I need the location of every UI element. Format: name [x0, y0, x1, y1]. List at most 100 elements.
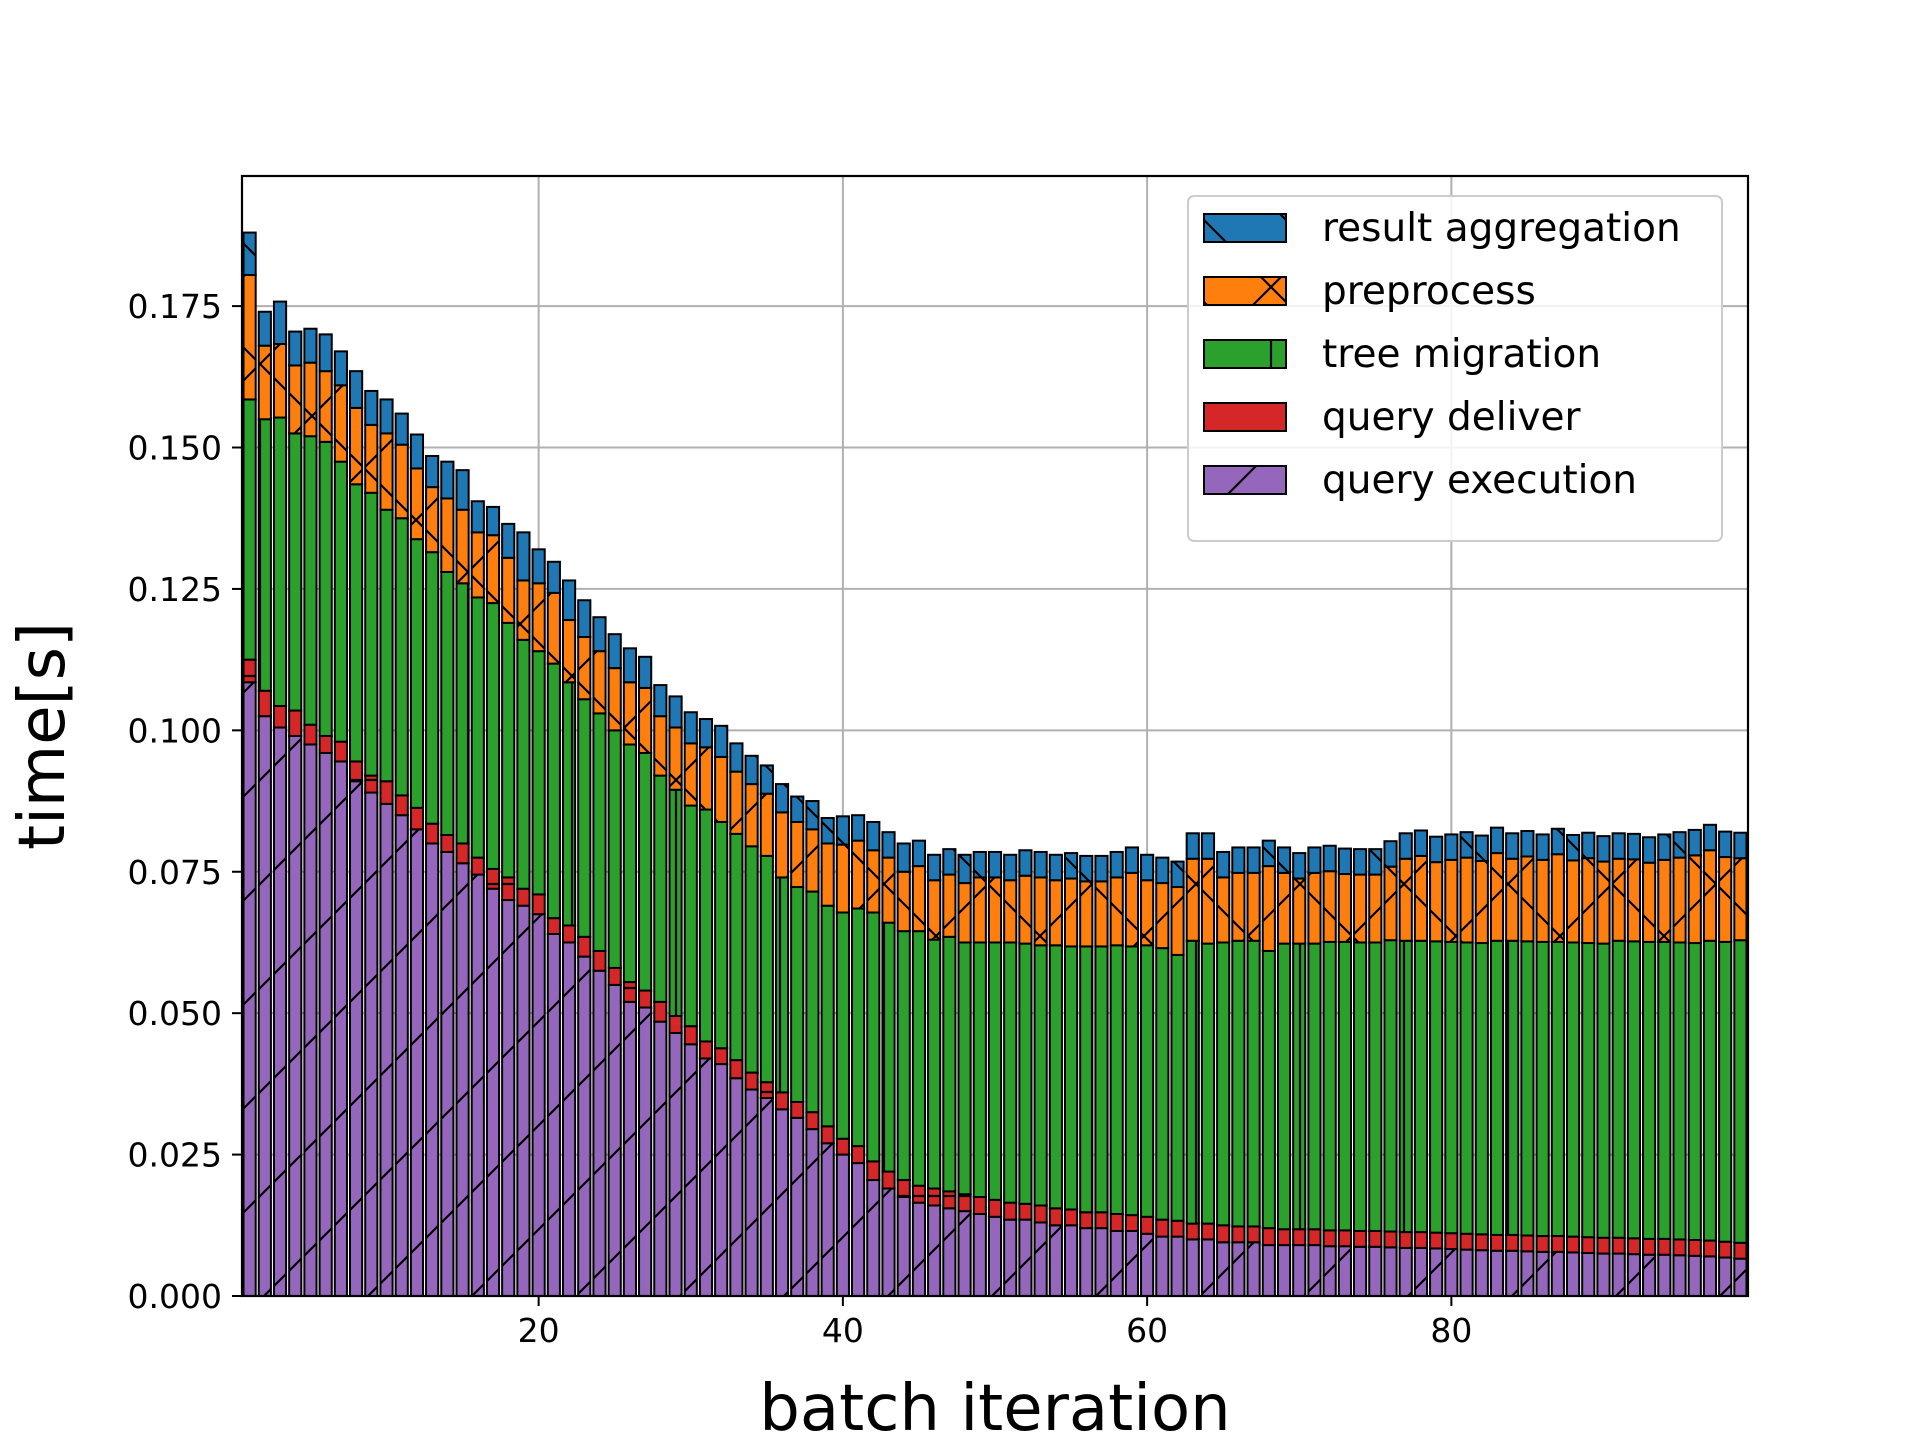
bar-query-deliver: [1505, 1233, 1520, 1252]
bar-tree-migration: [1733, 939, 1748, 1244]
bar-query-deliver: [1033, 1204, 1048, 1224]
bar-preprocess: [668, 726, 683, 791]
bar-result-aggregation: [364, 389, 379, 426]
bar-result-aggregation: [1018, 849, 1033, 877]
bar-tree-migration: [1094, 945, 1109, 1214]
bar-preprocess: [288, 364, 303, 435]
bar-query-execution: [927, 1204, 942, 1298]
bar-query-execution: [638, 1006, 653, 1297]
bar-query-execution: [577, 955, 592, 1298]
bar-query-execution: [851, 1162, 866, 1297]
bar-query-execution: [729, 1077, 744, 1297]
bar-preprocess: [1444, 858, 1459, 943]
bar-query-execution: [516, 904, 531, 1297]
bar-preprocess: [1063, 877, 1079, 948]
bar-query-deliver: [516, 887, 531, 907]
bar-preprocess: [546, 591, 561, 665]
bar-query-execution: [987, 1215, 1003, 1298]
bar-tree-migration: [653, 774, 668, 1003]
bar-preprocess: [470, 531, 485, 599]
bar-query-deliver: [1109, 1212, 1124, 1232]
bar-preprocess: [1413, 854, 1429, 942]
bar-result-aggregation: [835, 815, 850, 846]
bar-preprocess: [638, 686, 653, 754]
legend-box: [1187, 195, 1723, 542]
bar-result-aggregation: [622, 647, 637, 684]
bar-query-execution: [972, 1212, 987, 1298]
bar-query-deliver: [744, 1071, 759, 1091]
bar-preprocess: [1642, 861, 1657, 943]
bar-tree-migration: [987, 941, 1003, 1201]
bar-query-deliver: [1413, 1231, 1429, 1249]
bar-tree-migration: [1368, 941, 1383, 1232]
bar-preprocess: [987, 876, 1003, 944]
y-tick-label: 0.000: [128, 1277, 222, 1316]
legend-label-preprocess: preprocess: [1322, 269, 1536, 314]
bar-result-aggregation: [1033, 850, 1048, 879]
bar-preprocess: [896, 870, 911, 933]
bar-result-aggregation: [1124, 846, 1139, 874]
bar-query-deliver: [638, 989, 653, 1009]
bar-query-deliver: [379, 780, 394, 805]
bar-preprocess: [1292, 877, 1307, 945]
bar-tree-migration: [1216, 941, 1231, 1227]
bar-query-deliver: [820, 1125, 835, 1145]
bar-query-execution: [1702, 1255, 1718, 1298]
bar-query-execution: [1657, 1253, 1672, 1297]
bar-tree-migration: [1200, 942, 1216, 1225]
bar-result-aggregation: [577, 599, 592, 639]
bar-preprocess: [881, 856, 896, 924]
bar-result-aggregation: [455, 469, 470, 511]
bar-result-aggregation: [866, 820, 881, 852]
bar-preprocess: [714, 755, 729, 823]
bar-tree-migration: [1459, 941, 1474, 1235]
bar-query-execution: [288, 735, 303, 1297]
bar-result-aggregation: [318, 333, 333, 373]
bar-tree-migration: [1140, 944, 1155, 1218]
bar-result-aggregation: [851, 814, 866, 842]
bar-query-execution: [455, 862, 470, 1297]
bar-result-aggregation: [683, 711, 698, 745]
bar-query-deliver: [1444, 1232, 1459, 1251]
bar-query-deliver: [1383, 1230, 1398, 1249]
bar-preprocess: [333, 384, 348, 463]
bar-result-aggregation: [1505, 832, 1520, 860]
bar-tree-migration: [333, 460, 348, 743]
bar-tree-migration: [1276, 942, 1292, 1231]
bar-query-deliver: [1322, 1229, 1337, 1248]
bar-tree-migration: [1474, 942, 1489, 1236]
bar-result-aggregation: [1155, 856, 1170, 885]
bar-query-deliver: [1140, 1215, 1155, 1235]
bar-preprocess: [1079, 880, 1094, 948]
bar-preprocess: [835, 843, 850, 914]
bar-preprocess: [1429, 861, 1444, 943]
bar-result-aggregation: [1216, 850, 1231, 879]
bar-result-aggregation: [1718, 830, 1733, 859]
bar-query-execution: [425, 842, 440, 1297]
bar-preprocess: [866, 849, 881, 914]
bar-tree-migration: [1642, 940, 1657, 1240]
bar-result-aggregation: [1140, 853, 1155, 882]
bar-query-execution: [561, 941, 577, 1297]
bar-tree-migration: [1626, 940, 1641, 1240]
bar-result-aggregation: [1398, 832, 1413, 860]
bar-result-aggregation: [1642, 836, 1657, 864]
bar-preprocess: [1626, 858, 1641, 943]
bar-result-aggregation: [485, 505, 501, 537]
bar-preprocess: [1535, 858, 1550, 943]
bar-query-deliver: [592, 949, 607, 972]
bar-query-execution: [881, 1187, 896, 1298]
bar-preprocess: [1307, 871, 1322, 945]
bar-preprocess: [455, 508, 470, 585]
bar-tree-migration: [1018, 942, 1033, 1205]
bar-tree-migration: [835, 911, 850, 1140]
bar-tree-migration: [272, 416, 288, 708]
bar-tree-migration: [911, 930, 927, 1187]
bar-tree-migration: [1048, 944, 1063, 1210]
bar-preprocess: [1246, 871, 1261, 942]
bar-tree-migration: [425, 551, 440, 825]
bar-query-execution: [1733, 1257, 1748, 1297]
bars: [242, 231, 1748, 1298]
bar-preprocess: [577, 636, 592, 701]
bar-query-deliver: [1185, 1222, 1200, 1241]
